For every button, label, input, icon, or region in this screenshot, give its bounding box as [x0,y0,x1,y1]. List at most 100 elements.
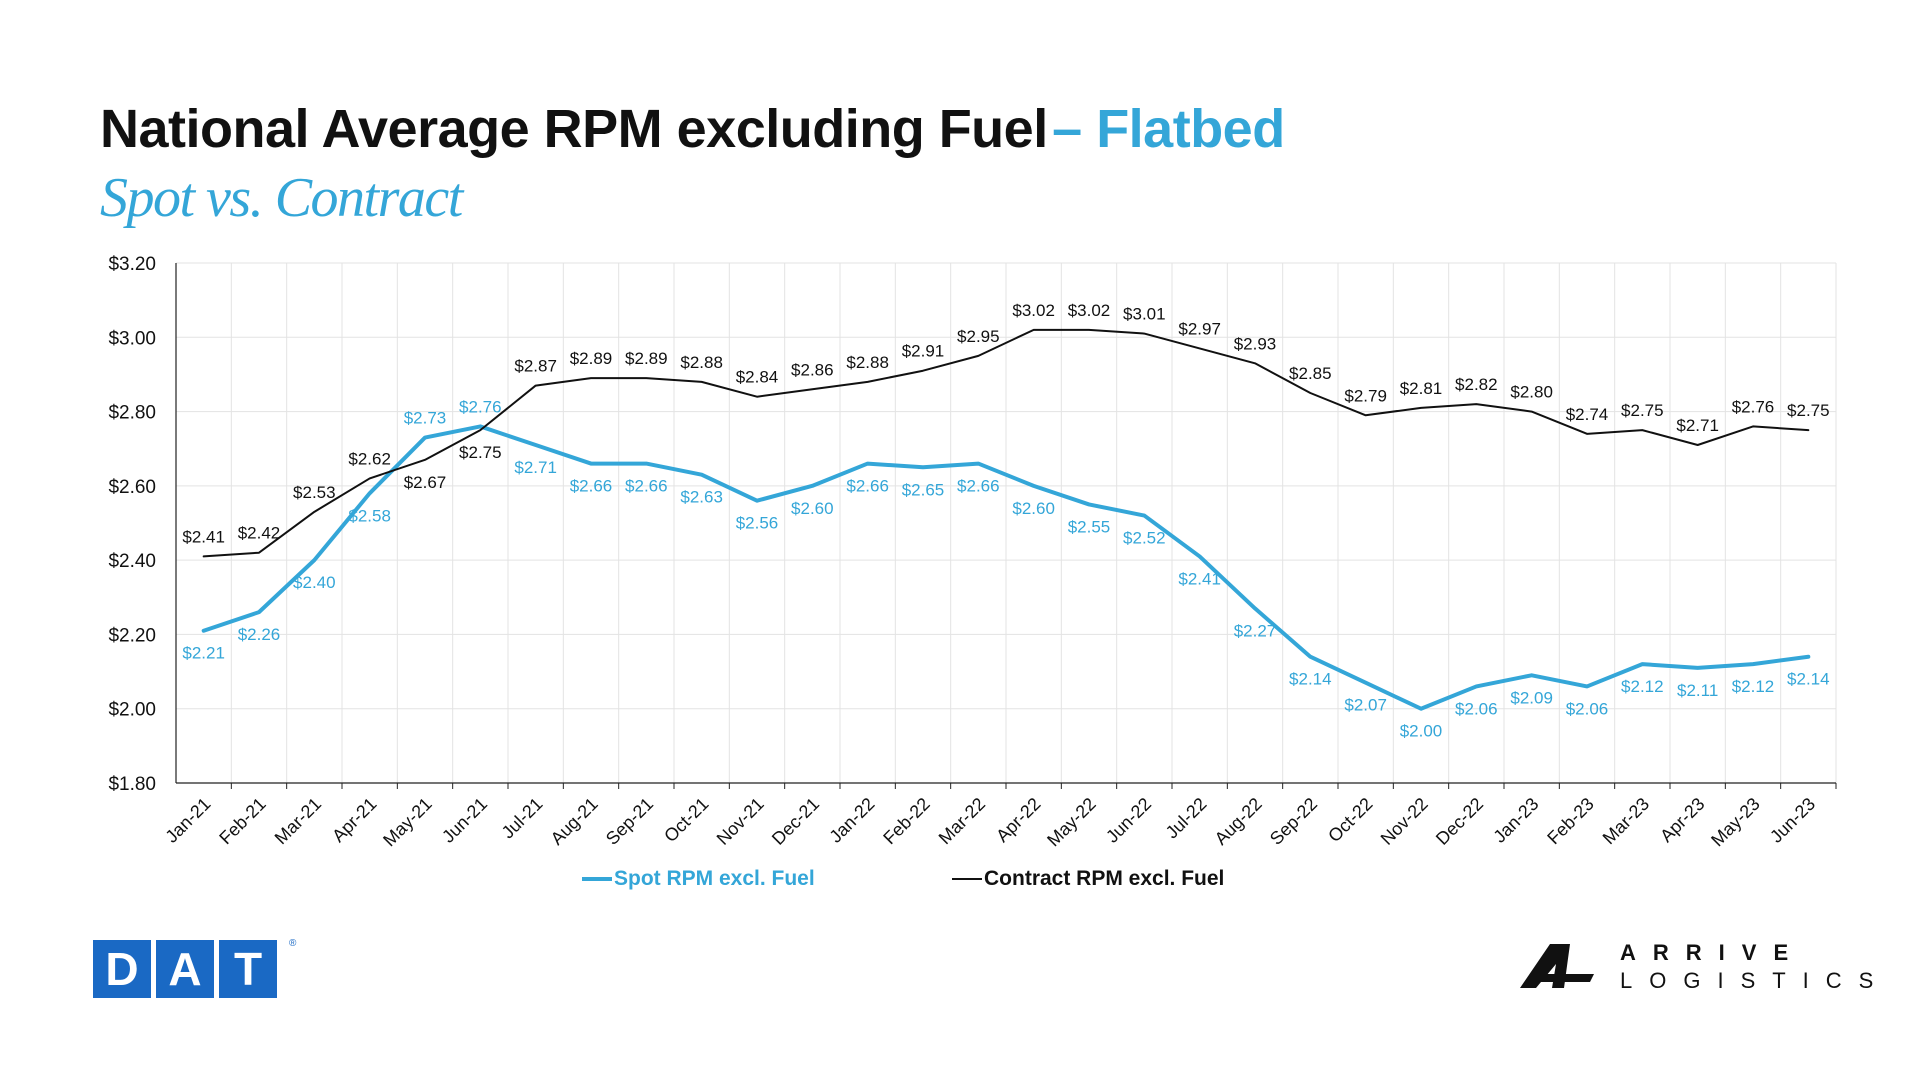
contract-data-label: $3.01 [1123,305,1166,324]
spot-data-label: $2.55 [1068,517,1111,536]
spot-data-label: $2.27 [1234,621,1277,640]
spot-data-label: $2.14 [1289,670,1332,689]
spot-data-label: $2.60 [1012,499,1055,518]
contract-data-label: $2.75 [1621,401,1664,420]
x-tick-label: Jan-23 [1489,794,1542,847]
contract-data-label: $2.95 [957,327,1000,346]
contract-data-label: $2.97 [1178,319,1221,338]
x-tick-label: Sep-21 [602,794,657,849]
y-tick-label: $3.20 [108,254,156,275]
spot-data-label: $2.63 [680,488,723,507]
spot-data-label: $2.12 [1621,677,1664,696]
contract-data-label: $2.82 [1455,375,1498,394]
x-tick-label: Apr-22 [992,794,1044,846]
y-tick-label: $2.60 [108,477,156,498]
chart-title: National Average RPM excluding Fuel – Fl… [100,98,1285,160]
x-tick-label: Dec-22 [1432,794,1487,849]
contract-data-label: $2.75 [1787,401,1830,420]
contract-data-label: $2.93 [1234,334,1277,353]
arrive-logistics-logo: ARRIVE LOGISTICS [1520,940,1873,1000]
legend-label-contract: Contract RPM excl. Fuel [984,867,1224,890]
x-tick-label: May-23 [1707,794,1764,851]
x-tick-label: Sep-22 [1266,794,1321,849]
x-tick-label: Nov-21 [713,794,768,849]
spot-series-line [201,424,1811,711]
y-tick-label: $3.00 [108,328,156,349]
data-labels: $2.21 $2.26 $2.40 $2.58 $2.73 $2.76 $2.71 $2.66… [182,301,1829,741]
spot-data-label: $2.66 [957,477,1000,496]
contract-data-label: $2.91 [902,342,945,361]
spot-data-label: $2.14 [1787,670,1830,689]
x-tick-label: Feb-23 [1543,794,1597,848]
x-tick-label: Oct-21 [660,794,712,846]
spot-data-label: $2.40 [293,573,336,592]
arrive-a-mark-icon [1520,944,1594,988]
spot-data-label: $2.07 [1344,696,1387,715]
line-chart: $3.20 $3.00 $2.80 $2.60 $2.40 $2.20 $2.00 $1.80… [108,254,1837,890]
spot-data-label: $2.09 [1510,688,1553,707]
legend: Spot RPM excl. Fuel Contract RPM excl. Fu… [582,867,1224,890]
x-tick-label: Jan-21 [161,794,214,847]
spot-data-label: $2.58 [348,506,391,525]
spot-data-label: $2.73 [404,409,447,428]
spot-data-label: $2.71 [514,458,557,477]
x-tick-label: Feb-21 [215,794,269,848]
contract-data-label: $2.86 [791,360,834,379]
legend-label-spot: Spot RPM excl. Fuel [614,867,815,890]
arrive-wordmark-top: ARRIVE [1620,940,1806,965]
spot-data-label: $2.66 [846,477,889,496]
y-tick-label: $1.80 [108,774,156,795]
x-tick-label: Jun-23 [1766,794,1819,847]
contract-data-label: $2.81 [1400,379,1443,398]
contract-data-label: $2.75 [459,443,502,462]
contract-data-label: $2.53 [293,483,336,502]
spot-data-label: $2.66 [570,477,613,496]
dat-logo-letter: T [219,940,277,998]
contract-data-label: $2.71 [1676,416,1719,435]
spot-data-label: $2.00 [1400,722,1443,741]
contract-data-label: $2.87 [514,357,557,376]
spot-data-label: $2.11 [1677,681,1718,700]
y-tick-label: $2.20 [108,625,156,646]
x-tick-label: Dec-21 [768,794,823,849]
x-tick-label: Apr-21 [328,794,380,846]
x-tick-label: May-22 [1043,794,1100,851]
arrive-wordmark-bottom: LOGISTICS [1620,968,1891,993]
x-tick-label: Nov-22 [1377,794,1432,849]
contract-series-line [202,328,1810,558]
x-tick-label: Jan-22 [825,794,878,847]
x-tick-label: Aug-21 [547,794,602,849]
spot-data-label: $2.06 [1566,699,1609,718]
y-tick-label: $2.80 [108,403,156,424]
dat-logo-letter: A [156,940,214,998]
x-tick-label: Apr-23 [1656,794,1708,846]
x-tick-label: Jun-22 [1102,794,1155,847]
spot-data-label: $2.56 [736,514,779,533]
dat-logo: D A T ® [93,938,296,998]
x-tick-label: Jul-22 [1162,794,1211,843]
contract-data-label: $3.02 [1012,301,1055,320]
contract-data-label: $2.41 [182,527,225,546]
spot-data-label: $2.41 [1178,569,1221,588]
contract-data-label: $2.79 [1344,386,1387,405]
contract-data-label: $2.42 [238,524,281,543]
x-tick-label: Mar-22 [935,794,989,848]
x-tick-label: Feb-22 [879,794,933,848]
x-tick-label: Jul-21 [498,794,547,843]
x-tick-label: Jun-21 [438,794,491,847]
contract-data-label: $2.74 [1566,405,1609,424]
x-tick-label: Mar-21 [271,794,325,848]
spot-data-label: $2.06 [1455,699,1498,718]
contract-data-label: $2.67 [404,473,447,492]
contract-data-label: $2.88 [846,353,889,372]
spot-data-label: $2.52 [1123,529,1166,548]
x-tick-label: Mar-23 [1599,794,1653,848]
y-tick-label: $2.40 [108,551,156,572]
contract-data-label: $2.62 [348,449,391,468]
contract-data-label: $2.84 [736,368,779,387]
contract-data-label: $2.89 [625,349,668,368]
y-tick-label: $2.00 [108,700,156,721]
spot-data-label: $2.12 [1732,677,1775,696]
spot-data-label: $2.66 [625,477,668,496]
contract-data-label: $2.80 [1510,383,1553,402]
